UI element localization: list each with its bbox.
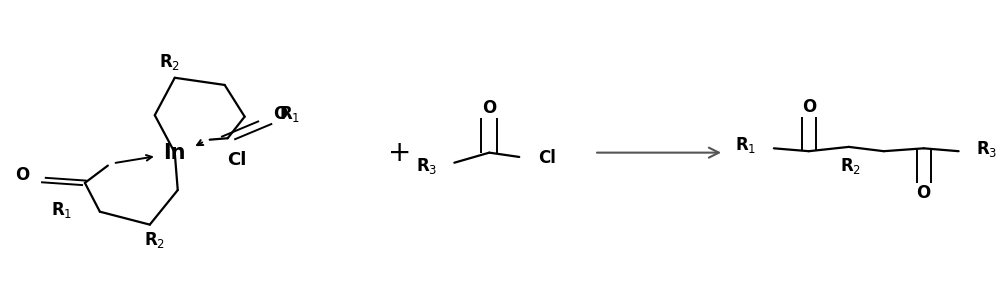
Text: R$_3$: R$_3$ [976, 139, 997, 159]
Text: O: O [802, 98, 816, 115]
Text: R$_1$: R$_1$ [279, 104, 300, 124]
Text: +: + [388, 139, 411, 167]
Text: R$_1$: R$_1$ [51, 200, 73, 220]
Text: R$_2$: R$_2$ [840, 156, 861, 176]
Text: R$_1$: R$_1$ [735, 135, 757, 156]
Text: R$_2$: R$_2$ [144, 230, 165, 251]
Text: O: O [482, 99, 496, 117]
Text: O: O [917, 184, 931, 202]
Text: R$_3$: R$_3$ [416, 156, 437, 176]
Text: O: O [273, 105, 288, 123]
Text: Cl: Cl [538, 149, 556, 167]
Text: O: O [15, 166, 29, 184]
Text: R$_2$: R$_2$ [159, 52, 180, 72]
Text: In: In [163, 143, 186, 163]
Text: Cl: Cl [227, 151, 246, 169]
